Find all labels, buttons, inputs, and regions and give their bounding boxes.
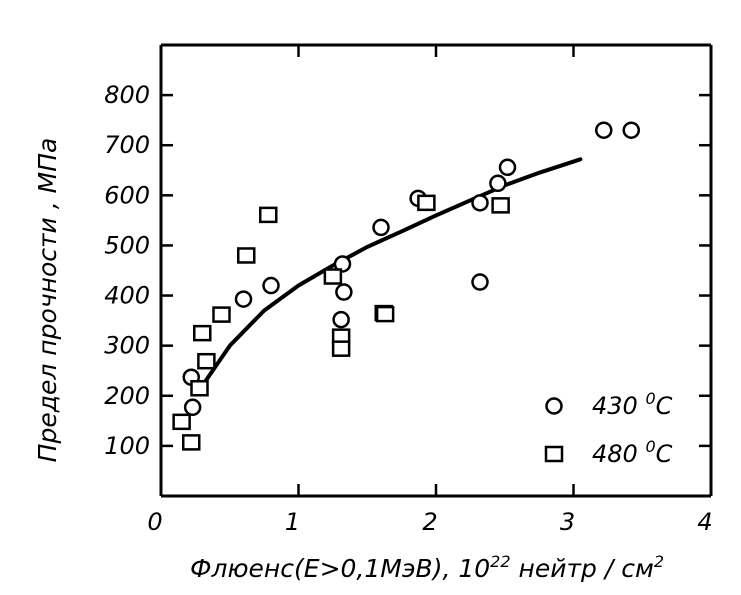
data-point-430c	[471, 273, 489, 291]
data-point-480c	[331, 340, 351, 357]
data-point-480c	[172, 413, 191, 431]
data-point-480c	[182, 434, 201, 451]
y-tick-label: 300	[104, 332, 150, 360]
x-axis-title-main: Флюенс(E>0,1МэВ), 10	[190, 554, 490, 583]
y-tick-label: 400	[104, 282, 150, 310]
data-point-480c	[323, 268, 343, 285]
y-tick-label: 500	[104, 231, 150, 259]
axes	[159, 43, 713, 498]
legend-marker-480c	[544, 445, 564, 463]
data-point-430c	[262, 276, 280, 295]
data-point-480c	[190, 380, 209, 397]
x-axis-title-tail: нейтр / см	[511, 554, 654, 583]
legend-marker-430c	[545, 397, 563, 415]
data-point-430c	[471, 194, 489, 212]
x-axis-ticks: 0 1 2 3 4	[147, 45, 713, 536]
data-point-430c	[489, 174, 507, 193]
data-point-480c	[259, 206, 278, 224]
y-tick-label: 200	[104, 382, 150, 410]
data-point-480c	[375, 305, 395, 323]
x-tick-label: 4	[697, 508, 712, 536]
data-point-430c	[498, 158, 517, 177]
x-axis-title-exponent-2: 2	[654, 552, 664, 571]
y-axis-ticks: 100 200 300 400 500 600 700 800	[104, 81, 711, 460]
x-axis-title: Флюенс(E>0,1МэВ), 1022 нейтр / см2	[190, 552, 664, 583]
data-point-430c	[595, 121, 613, 139]
data-point-430c	[332, 310, 350, 329]
y-tick-label: 700	[104, 131, 150, 159]
x-tick-label: 2	[422, 508, 437, 536]
data-point-430c	[372, 218, 390, 237]
fit-curve-group	[197, 157, 583, 392]
y-tick-label: 600	[104, 181, 150, 209]
x-tick-label: 0	[147, 508, 162, 536]
data-point-480c	[212, 306, 231, 323]
x-tick-label: 1	[285, 508, 300, 536]
data-point-430c	[333, 255, 352, 273]
data-points	[172, 121, 640, 451]
legend-label-430c: 430 0C	[592, 389, 673, 420]
fit-curve	[197, 157, 583, 392]
y-axis-title: Предел прочности , МПа	[33, 138, 62, 463]
x-axis-title-exponent: 22	[490, 552, 510, 571]
x-tick-label: 3	[560, 508, 575, 536]
data-point-430c	[234, 290, 253, 308]
data-point-430c	[335, 283, 353, 301]
data-point-430c	[183, 398, 202, 417]
data-point-480c	[417, 194, 436, 212]
legend: 430 0C 480 0C	[544, 389, 673, 468]
data-point-480c	[491, 197, 510, 214]
legend-label-480c: 480 0C	[592, 437, 673, 468]
data-point-480c	[237, 247, 256, 264]
data-point-480c	[193, 324, 212, 342]
data-point-430c	[622, 121, 640, 139]
y-tick-label: 800	[104, 81, 150, 109]
data-point-480c	[197, 352, 216, 370]
y-tick-label: 100	[104, 432, 150, 460]
